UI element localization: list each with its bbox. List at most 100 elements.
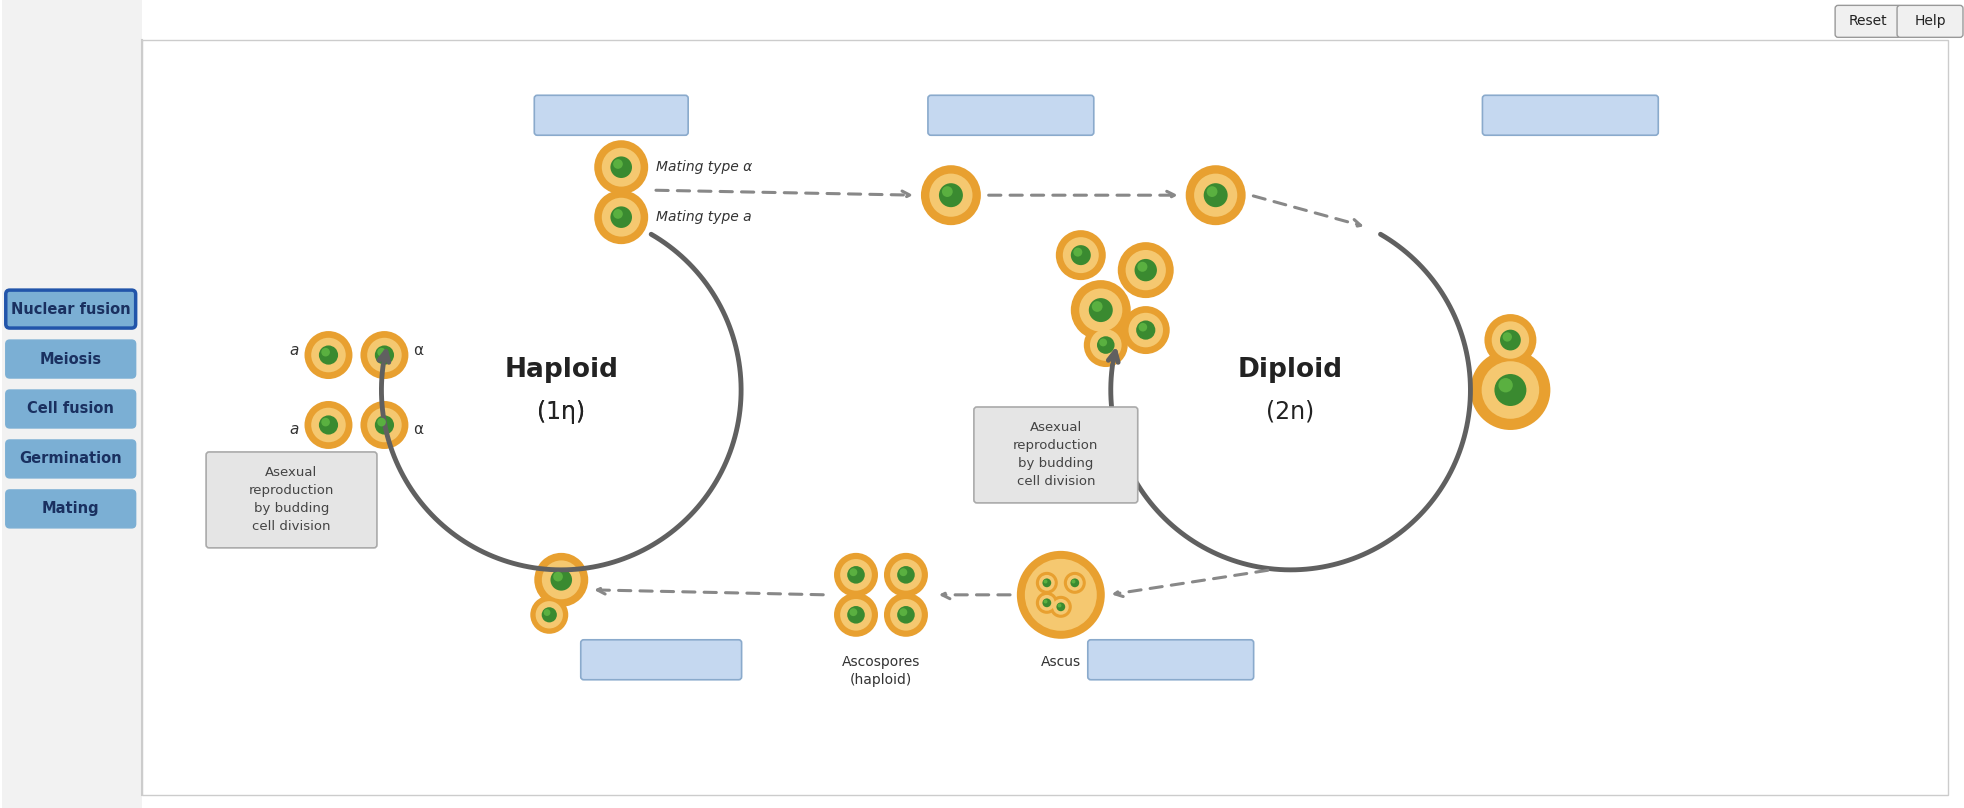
Circle shape [1072, 247, 1082, 257]
FancyBboxPatch shape [1897, 6, 1962, 37]
Circle shape [884, 593, 927, 637]
Text: α: α [412, 423, 424, 437]
Circle shape [534, 553, 589, 607]
Circle shape [1039, 595, 1055, 611]
Text: Help: Help [1915, 15, 1946, 28]
Text: α: α [412, 343, 424, 358]
Circle shape [1100, 339, 1108, 347]
Circle shape [1500, 330, 1520, 351]
Circle shape [1481, 361, 1540, 419]
Circle shape [1471, 350, 1550, 430]
FancyBboxPatch shape [927, 95, 1094, 135]
Circle shape [611, 157, 632, 178]
Circle shape [890, 599, 921, 630]
Circle shape [367, 338, 403, 372]
Circle shape [595, 141, 648, 194]
FancyBboxPatch shape [1834, 6, 1901, 37]
Circle shape [943, 186, 953, 197]
Circle shape [1121, 306, 1171, 354]
FancyBboxPatch shape [534, 95, 687, 135]
Text: Germination: Germination [20, 452, 122, 466]
Circle shape [1139, 323, 1147, 331]
Circle shape [848, 568, 858, 576]
Text: Reset: Reset [1848, 15, 1887, 28]
Text: (1η): (1η) [538, 400, 585, 424]
Text: (1n): (1n) [538, 400, 585, 424]
Circle shape [304, 401, 352, 449]
Circle shape [530, 595, 568, 633]
FancyBboxPatch shape [974, 407, 1137, 503]
Circle shape [1025, 559, 1096, 631]
Circle shape [1072, 579, 1076, 583]
Circle shape [1035, 572, 1059, 594]
FancyBboxPatch shape [6, 340, 136, 378]
FancyBboxPatch shape [6, 440, 136, 478]
Circle shape [1098, 336, 1114, 354]
FancyBboxPatch shape [581, 640, 742, 680]
Circle shape [542, 561, 581, 600]
Circle shape [939, 183, 962, 207]
Circle shape [835, 593, 878, 637]
Text: Diploid: Diploid [1237, 357, 1343, 383]
Circle shape [304, 331, 352, 379]
Circle shape [318, 346, 338, 364]
Circle shape [1070, 245, 1090, 265]
Circle shape [841, 559, 872, 591]
Circle shape [1135, 259, 1157, 281]
Circle shape [1485, 314, 1536, 366]
Circle shape [1039, 575, 1055, 591]
Text: Ascospores
(haploid): Ascospores (haploid) [843, 654, 921, 687]
Circle shape [929, 174, 972, 217]
Circle shape [898, 566, 915, 583]
Text: Asexual
reproduction
by budding
cell division: Asexual reproduction by budding cell div… [249, 466, 334, 533]
Circle shape [544, 609, 550, 616]
Circle shape [835, 553, 878, 597]
Circle shape [1043, 579, 1051, 587]
Circle shape [542, 608, 558, 622]
Text: a: a [291, 423, 299, 437]
Circle shape [613, 159, 623, 169]
Circle shape [1092, 301, 1102, 312]
Circle shape [595, 190, 648, 244]
Circle shape [1204, 183, 1228, 207]
Circle shape [1057, 604, 1061, 608]
Circle shape [1125, 250, 1167, 290]
Circle shape [1084, 323, 1127, 367]
Circle shape [890, 559, 921, 591]
Circle shape [613, 209, 623, 219]
Text: Mating type a: Mating type a [656, 210, 752, 224]
Circle shape [310, 408, 346, 442]
Text: Cell fusion: Cell fusion [27, 402, 114, 416]
Text: Ascus: Ascus [1041, 654, 1080, 669]
FancyBboxPatch shape [6, 290, 136, 328]
Circle shape [1057, 230, 1106, 280]
Circle shape [361, 331, 409, 379]
Circle shape [1057, 603, 1064, 611]
Circle shape [322, 418, 330, 427]
Circle shape [1043, 599, 1051, 608]
Circle shape [1493, 322, 1530, 359]
Text: Asexual
reproduction
by budding
cell division: Asexual reproduction by budding cell div… [1013, 422, 1098, 489]
Circle shape [1051, 595, 1072, 618]
Circle shape [1118, 242, 1174, 298]
Circle shape [1495, 374, 1526, 406]
Circle shape [1066, 575, 1082, 591]
Text: Mating type α: Mating type α [656, 160, 752, 175]
FancyBboxPatch shape [1483, 95, 1658, 135]
Text: Nuclear fusion: Nuclear fusion [12, 301, 130, 317]
Circle shape [322, 348, 330, 356]
Circle shape [1053, 599, 1068, 615]
Circle shape [1499, 378, 1512, 393]
FancyBboxPatch shape [6, 390, 136, 428]
Circle shape [1088, 298, 1114, 322]
Circle shape [1502, 332, 1512, 342]
Circle shape [1017, 551, 1106, 639]
Text: (2n): (2n) [1267, 400, 1314, 424]
Circle shape [318, 415, 338, 435]
Circle shape [536, 601, 564, 629]
Circle shape [1070, 579, 1078, 587]
Circle shape [1137, 262, 1147, 271]
Circle shape [1043, 600, 1047, 604]
Circle shape [611, 206, 632, 228]
Circle shape [1070, 280, 1131, 340]
